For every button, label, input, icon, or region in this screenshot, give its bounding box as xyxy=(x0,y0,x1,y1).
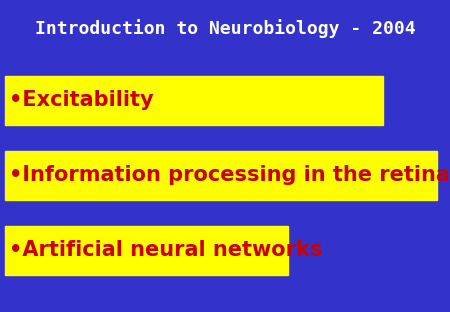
FancyBboxPatch shape xyxy=(4,151,436,200)
FancyBboxPatch shape xyxy=(4,76,382,125)
FancyBboxPatch shape xyxy=(4,226,288,275)
Text: •Information processing in the retina: •Information processing in the retina xyxy=(9,165,450,185)
Text: •Artificial neural networks: •Artificial neural networks xyxy=(9,240,322,260)
Text: Introduction to Neurobiology - 2004: Introduction to Neurobiology - 2004 xyxy=(35,19,415,37)
Text: •Excitability: •Excitability xyxy=(9,90,153,110)
